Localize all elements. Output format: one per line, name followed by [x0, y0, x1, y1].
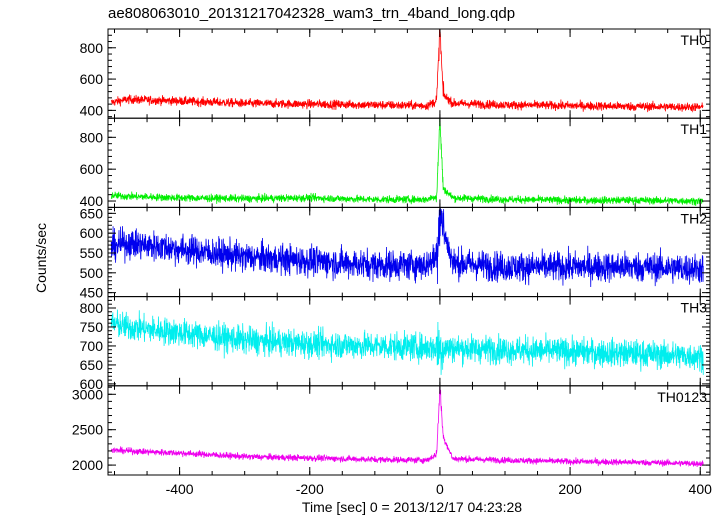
- series-line-th1: [110, 118, 704, 206]
- y-tick-label: 800: [80, 40, 104, 56]
- x-axis-ticks: -400 -200 0 200 400: [166, 481, 713, 497]
- y-tick-label: 650: [80, 357, 104, 373]
- y-tick-label: 2500: [72, 422, 103, 438]
- series-line-th0: [110, 29, 704, 113]
- y-tick-label: 600: [80, 376, 104, 392]
- y-tick-label: 500: [80, 265, 104, 281]
- panel-th1: 400 600 800 TH1: [80, 117, 711, 209]
- panel-label-th2: TH2: [681, 210, 708, 226]
- x-tick-label: -400: [166, 481, 194, 497]
- y-tick-label: 600: [80, 71, 104, 87]
- panel-th3: 600 650 700 750 800 TH3: [80, 296, 711, 392]
- chart-title: ae808063010_20131217042328_wam3_trn_4ban…: [108, 5, 515, 22]
- panel-label-th0: TH0: [681, 32, 708, 48]
- panel-frame: [107, 117, 711, 208]
- y-tick-label: 450: [80, 285, 104, 301]
- panel-frame: [107, 206, 711, 298]
- y-tick-label: 400: [80, 193, 104, 209]
- y-tick-label: 800: [80, 300, 104, 316]
- x-axis-label: Time [sec] 0 = 2013/12/17 04:23:28: [302, 499, 522, 515]
- panel-th2: 450 500 550 600 650 TH2: [80, 205, 711, 301]
- y-tick-label: 700: [80, 338, 104, 354]
- y-tick-label: 3000: [72, 386, 103, 402]
- x-tick-label: 0: [436, 481, 444, 497]
- x-tick-label: 200: [558, 481, 582, 497]
- x-tick-label: -200: [296, 481, 324, 497]
- series-line-th3: [110, 309, 704, 375]
- y-tick-label: 650: [80, 205, 104, 221]
- panels-group: 400 600 800 TH0 400 600 800 TH1 450 500 550 600 650 T…: [72, 28, 711, 476]
- y-tick-label: 750: [80, 319, 104, 335]
- y-tick-label: 2000: [72, 457, 103, 473]
- y-tick-label: 800: [80, 129, 104, 145]
- y-tick-label: 400: [80, 102, 104, 118]
- y-tick-label: 600: [80, 225, 104, 241]
- panel-label-th0123: TH0123: [657, 389, 707, 405]
- x-tick-label: 400: [689, 481, 713, 497]
- y-tick-label: 600: [80, 161, 104, 177]
- panel-th0: 400 600 800 TH0: [80, 28, 711, 119]
- series-line-th0123: [110, 385, 704, 468]
- y-tick-label: 550: [80, 245, 104, 261]
- panel-label-th3: TH3: [681, 300, 708, 316]
- panel-th0123: 2000 2500 3000 TH0123: [72, 385, 711, 476]
- y-axis-label: Counts/sec: [33, 223, 49, 293]
- series-line-th2: [110, 207, 704, 288]
- panel-label-th1: TH1: [681, 121, 708, 137]
- panel-frame: [107, 385, 711, 476]
